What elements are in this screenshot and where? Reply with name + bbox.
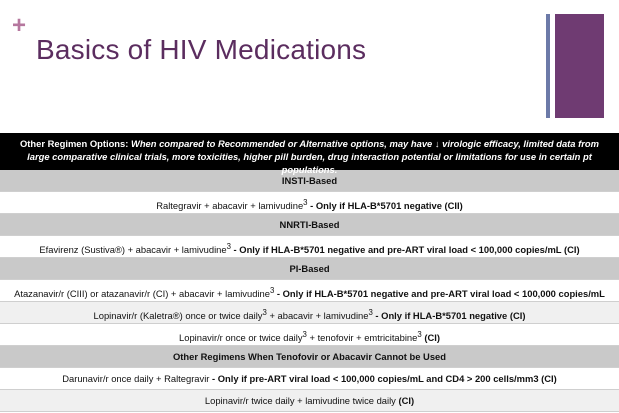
row-condition: (CI) xyxy=(421,332,440,344)
section-pi: PI-Based xyxy=(0,258,619,280)
section-other-regimens: Other Regimens When Tenofovir or Abacavi… xyxy=(0,346,619,368)
row-text-2: + abacavir + lamivudine xyxy=(266,310,369,322)
section-nnrti: NNRTI-Based xyxy=(0,214,619,236)
row-text: Lopinavir/r twice daily + lamivudine twi… xyxy=(204,395,396,406)
table-row: Efavirenz (Sustiva®) + abacavir + lamivu… xyxy=(0,236,619,258)
footnote-ref: 3 xyxy=(226,242,231,251)
row-text: Darunavir/r once daily + Raltegravir xyxy=(62,373,210,384)
table-header: Other Regimen Options: When compared to … xyxy=(0,133,619,175)
footnote-ref: 3 xyxy=(269,286,275,295)
row-text: Atazanavir/r (CIII) or atazanavir/r (CI)… xyxy=(14,288,270,300)
row-condition: (CI) xyxy=(395,395,415,406)
row-text: Efavirenz (Sustiva®) + abacavir + lamivu… xyxy=(39,244,227,256)
table-row: Lopinavir/r twice daily + lamivudine twi… xyxy=(0,390,619,412)
row-condition: - Only if pre-ART viral load < 100,000 c… xyxy=(209,373,557,384)
table-row: Atazanavir/r (CIII) or atazanavir/r (CI)… xyxy=(0,280,619,302)
table-row: Darunavir/r once daily + Raltegravir - O… xyxy=(0,368,619,390)
row-condition: - Only if HLA-B*5701 negative and pre-AR… xyxy=(274,288,605,300)
row-condition: - Only if HLA-B*5701 negative (CI) xyxy=(372,310,526,322)
table-row: Lopinavir/r (Kaletra®) once or twice dai… xyxy=(0,302,619,324)
section-insti: INSTI-Based xyxy=(0,170,619,192)
footnote-ref: 3 xyxy=(368,308,373,317)
footnote-ref: 3 xyxy=(302,330,307,339)
footnote-ref: 3 xyxy=(417,330,422,339)
footnote-ref: 3 xyxy=(262,308,267,317)
slide-title: Basics of HIV Medications xyxy=(36,34,367,65)
row-text-2: + tenofovir + emtricitabine xyxy=(306,332,418,344)
plus-icon: + xyxy=(12,12,27,39)
regimen-table: Other Regimen Options: When compared to … xyxy=(0,133,619,412)
row-text: Raltegravir + abacavir + lamivudine xyxy=(156,200,304,212)
row-text: Lopinavir/r (Kaletra®) once or twice dai… xyxy=(93,310,263,322)
table-row: Raltegravir + abacavir + lamivudine3 - O… xyxy=(0,192,619,214)
row-text: Lopinavir/r once or twice daily xyxy=(179,332,303,344)
header-description: When compared to Recommended or Alternat… xyxy=(27,138,599,175)
table-row: Lopinavir/r once or twice daily3 + tenof… xyxy=(0,324,619,346)
decorative-line xyxy=(546,14,550,118)
decorative-bar xyxy=(555,14,604,118)
footnote-ref: 3 xyxy=(303,198,308,207)
row-condition: - Only if HLA-B*5701 negative (CII) xyxy=(307,200,463,212)
row-condition: - Only if HLA-B*5701 negative and pre-AR… xyxy=(230,244,580,256)
header-label: Other Regimen Options: xyxy=(20,138,129,149)
